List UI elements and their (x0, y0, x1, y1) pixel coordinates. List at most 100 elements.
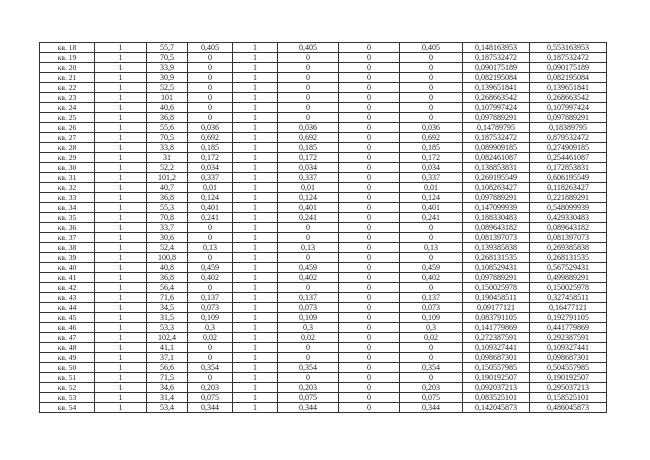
apartment-label-cell: кв. 29 (39, 152, 95, 163)
table-cell: 0 (277, 282, 339, 293)
table-cell: 1 (94, 302, 147, 313)
table-cell: 0,499889291 (529, 272, 607, 283)
apartment-label-cell: кв. 41 (39, 272, 95, 283)
table-cell: 0,13 (399, 242, 463, 253)
table-cell: 30,6 (146, 232, 188, 243)
table-cell: 56,6 (146, 362, 188, 373)
table-row: кв. 37 1 30,6 0 1 0 0 0 0,081397073 0,081397073 (39, 232, 607, 243)
table-cell: 0,142045873 (462, 402, 530, 413)
table-cell: 0 (277, 52, 339, 63)
apartment-label-cell: кв. 42 (39, 282, 95, 293)
table-row: кв. 41 1 36,8 0,402 1 0,402 0 0,402 0,097889291 0… (39, 272, 607, 283)
table-cell: 0,268131535 (529, 252, 607, 263)
table-cell: 0,606195549 (529, 172, 607, 183)
table-cell: 0,172 (187, 152, 233, 163)
table-cell: 0,459 (399, 262, 463, 273)
table-cell: 1 (94, 222, 147, 233)
table-cell: 0,109 (399, 312, 463, 323)
table-cell: 1 (232, 202, 278, 213)
table-cell: 0,203 (399, 382, 463, 393)
table-cell: 1 (94, 82, 147, 93)
table-cell: 36,8 (146, 112, 188, 123)
table-cell: 0,269385838 (529, 242, 607, 253)
table-cell: 0 (338, 272, 400, 283)
table-cell: 0 (338, 322, 400, 333)
table-cell: 1 (94, 202, 147, 213)
table-cell: 1 (232, 182, 278, 193)
table-cell: 34,5 (146, 302, 188, 313)
table-cell: 1 (94, 192, 147, 203)
table-cell: 1 (232, 242, 278, 253)
table-cell: 0 (338, 112, 400, 123)
apartment-label-cell: кв. 53 (39, 392, 95, 403)
table-cell: 0,124 (277, 192, 339, 203)
table-cell: 1 (232, 112, 278, 123)
table-cell: 1 (94, 232, 147, 243)
table-cell: 1 (232, 42, 278, 53)
table-cell: 0,327458511 (529, 292, 607, 303)
table-cell: 0,567529431 (529, 262, 607, 273)
table-cell: 1 (94, 282, 147, 293)
table-cell: 0 (277, 82, 339, 93)
table-cell: 0,692 (277, 132, 339, 143)
table-cell: 0,337 (187, 172, 233, 183)
table-cell: 40,6 (146, 102, 188, 113)
table-cell: 0,504557985 (529, 362, 607, 373)
apartment-label-cell: кв. 34 (39, 202, 95, 213)
table-cell: 0,405 (187, 42, 233, 53)
table-cell: 0,083791105 (462, 312, 530, 323)
table-cell: 1 (232, 372, 278, 383)
table-cell: 1 (94, 392, 147, 403)
table-cell: 1 (232, 62, 278, 73)
table-cell: 0 (187, 62, 233, 73)
table-cell: 0 (338, 262, 400, 273)
table-cell: 0 (338, 142, 400, 153)
table-cell: 1 (232, 92, 278, 103)
apartment-label-cell: кв. 40 (39, 262, 95, 273)
table-cell: 0 (277, 372, 339, 383)
table-row: кв. 24 1 40,6 0 1 0 0 0 0,107997424 0,107997424 (39, 102, 607, 113)
table-cell: 0,081397073 (462, 232, 530, 243)
table-cell: 0,137 (399, 292, 463, 303)
table-row: кв. 45 1 31,5 0,109 1 0,109 0 0,109 0,083791105 0… (39, 312, 607, 323)
table-cell: 0 (399, 112, 463, 123)
table-cell: 0 (399, 92, 463, 103)
table-cell: 0,268663542 (529, 92, 607, 103)
table-cell: 0,097889291 (529, 112, 607, 123)
table-cell: 0,09177121 (462, 302, 530, 313)
table-cell: 0 (277, 222, 339, 233)
apartment-label-cell: кв. 26 (39, 122, 95, 133)
table-row: кв. 43 1 71,6 0,137 1 0,137 0 0,137 0,190458511 0… (39, 292, 607, 303)
table-cell: 0 (277, 62, 339, 73)
table-cell: 0,441779869 (529, 322, 607, 333)
table-cell: 0,553163953 (529, 42, 607, 53)
table-cell: 0 (277, 102, 339, 113)
table-cell: 1 (94, 212, 147, 223)
table-cell: 1 (94, 162, 147, 173)
table-cell: 0,221889291 (529, 192, 607, 203)
table-cell: 0,098687301 (462, 352, 530, 363)
table-cell: 31 (146, 152, 188, 163)
table-cell: 0,548099939 (529, 202, 607, 213)
table-cell: 0 (338, 232, 400, 243)
table-cell: 0,124 (399, 192, 463, 203)
table-row: кв. 20 1 33,9 0 1 0 0 0 0,090175189 0,090175189 (39, 62, 607, 73)
table-cell: 1 (232, 172, 278, 183)
table-cell: 31,4 (146, 392, 188, 403)
table-cell: 0 (187, 282, 233, 293)
table-cell: 55,7 (146, 42, 188, 53)
table-cell: 71,6 (146, 292, 188, 303)
table-cell: 0 (399, 342, 463, 353)
table-cell: 0,082461087 (462, 152, 530, 163)
table-cell: 0,073 (399, 302, 463, 313)
table-cell: 0,036 (277, 122, 339, 133)
table-cell: 0,147099939 (462, 202, 530, 213)
table-cell: 1 (94, 242, 147, 253)
table-row: кв. 46 1 53,3 0,3 1 0,3 0 0,3 0,141779869 0,44177… (39, 322, 607, 333)
table-cell: 0,187532472 (529, 52, 607, 63)
table-row: кв. 26 1 55,6 0,036 1 0,036 0 0,036 0,14789795 0,… (39, 122, 607, 133)
table-cell: 0,172 (277, 152, 339, 163)
table-cell: 1 (232, 282, 278, 293)
table-row: кв. 48 1 41,1 0 1 0 0 0 0,109327441 0,109327441 (39, 342, 607, 353)
table-cell: 0 (338, 212, 400, 223)
